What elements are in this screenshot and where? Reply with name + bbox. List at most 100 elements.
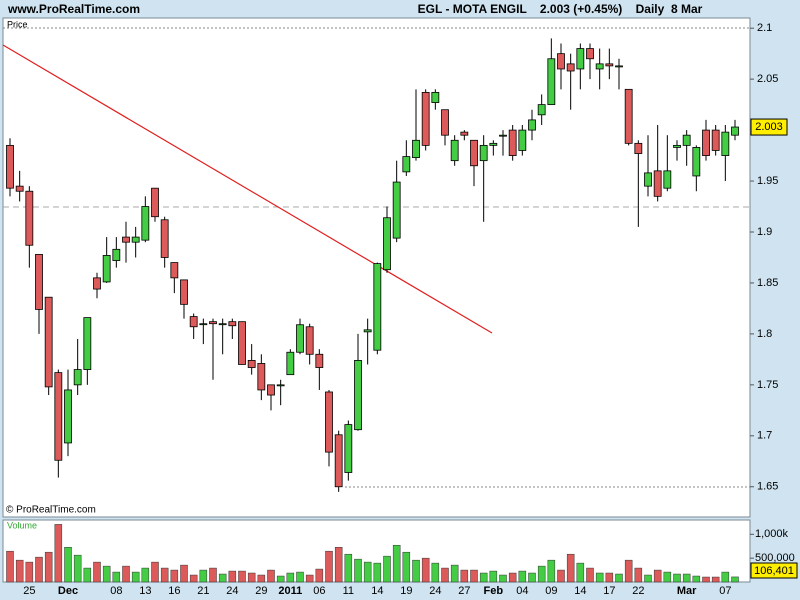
candle-body: [721, 131, 730, 156]
candle-body: [711, 129, 720, 151]
volume-bar: [25, 561, 34, 583]
candle-body: [189, 316, 198, 328]
x-tick-label: 25: [23, 585, 35, 597]
volume-bar: [170, 569, 179, 583]
candle-body: [702, 129, 710, 156]
volume-bar: [460, 569, 469, 583]
candle-body: [431, 91, 440, 103]
candle-body: [305, 326, 314, 355]
candle-body: [257, 363, 266, 391]
candle-body: [499, 134, 507, 137]
y-tick-label: 1.95: [757, 175, 778, 187]
y-tick-label: 1.85: [757, 277, 778, 289]
volume-bar: [412, 559, 420, 583]
x-tick-label: 16: [168, 585, 180, 597]
x-tick-label: 19: [400, 585, 412, 597]
candle-body: [276, 384, 285, 387]
volume-bar: [180, 564, 188, 583]
volume-bar: [373, 562, 382, 583]
x-tick-label: 14: [371, 585, 383, 597]
candle-body: [595, 63, 604, 70]
x-tick-label: 14: [574, 585, 586, 597]
volume-bar: [595, 572, 604, 583]
volume-bar: [305, 574, 314, 583]
candle-body: [412, 139, 420, 159]
candle-body: [131, 236, 140, 243]
volume-bar: [634, 567, 643, 583]
candle-body: [605, 63, 614, 67]
y-tick-label: 500,000: [755, 552, 795, 564]
x-tick-label: 07: [719, 585, 731, 597]
volume-bar: [112, 571, 121, 583]
volume-bar: [44, 551, 53, 583]
candle-body: [73, 369, 82, 386]
candle-body: [228, 321, 237, 327]
candle-body: [673, 144, 681, 148]
volume-bar: [93, 561, 101, 583]
candle-body: [731, 126, 739, 136]
x-tick-label: Mar: [677, 585, 697, 597]
candle-body: [334, 434, 343, 488]
volume-bar: [35, 556, 43, 583]
candle-body: [6, 144, 14, 189]
candle-body: [296, 324, 304, 353]
candle-body: [479, 144, 488, 162]
volume-bar: [15, 559, 24, 583]
volume-bar: [218, 573, 227, 583]
y-tick-label: 1.7: [757, 430, 772, 442]
candle-body: [112, 248, 121, 261]
candle-body: [663, 170, 672, 189]
volume-bar: [576, 562, 585, 583]
volume-bar: [499, 574, 507, 583]
candle-body: [151, 187, 159, 218]
candle-body: [421, 91, 430, 146]
candle-body: [170, 262, 179, 279]
candle-body: [180, 279, 188, 305]
volume-bar: [624, 559, 633, 583]
candle-body: [122, 236, 130, 243]
x-tick-label: 27: [458, 585, 470, 597]
x-tick-label: 24: [226, 585, 238, 597]
volume-bar: [547, 559, 556, 583]
x-tick-label: 2011: [278, 585, 302, 597]
volume-bar: [325, 550, 333, 583]
candle-body: [692, 147, 701, 177]
volume-bar: [479, 572, 488, 583]
volume-bar: [731, 576, 739, 583]
x-tick-label: 22: [632, 585, 644, 597]
last-price-box: [750, 118, 788, 136]
y-tick-label: 2.1: [757, 22, 772, 34]
volume-bar: [528, 572, 536, 583]
trend-line: [2, 44, 493, 334]
x-tick-label: 09: [545, 585, 557, 597]
y-tick-label: 1.8: [757, 328, 772, 340]
volume-bar: [228, 570, 237, 583]
candle-body: [373, 263, 382, 351]
volume-bar: [344, 553, 353, 583]
volume-bar: [315, 568, 324, 583]
candle-body: [528, 119, 536, 131]
candle-body: [102, 255, 111, 283]
x-tick-label: 11: [343, 585, 354, 597]
candle-body: [247, 359, 256, 368]
y-tick-label: 1.9: [757, 226, 772, 238]
candle-body: [141, 206, 150, 241]
candle-body: [441, 109, 449, 136]
volume-bar: [238, 570, 246, 583]
x-tick-label: 04: [516, 585, 528, 597]
x-tick-label: 17: [603, 585, 615, 597]
volume-bar: [209, 567, 217, 583]
volume-bar: [557, 569, 565, 583]
volume-bar: [354, 558, 362, 583]
volume-bar: [6, 550, 14, 583]
volume-bar: [421, 557, 430, 583]
candle-body: [325, 391, 333, 453]
volume-bar: [441, 567, 449, 583]
x-tick-label: Feb: [484, 585, 504, 597]
last-price-label: 2.003: [755, 121, 783, 133]
candle-body: [547, 58, 556, 106]
volume-bar: [653, 569, 662, 583]
candle-body: [35, 254, 43, 310]
volume-bar: [586, 567, 594, 583]
volume-bar: [431, 562, 440, 583]
